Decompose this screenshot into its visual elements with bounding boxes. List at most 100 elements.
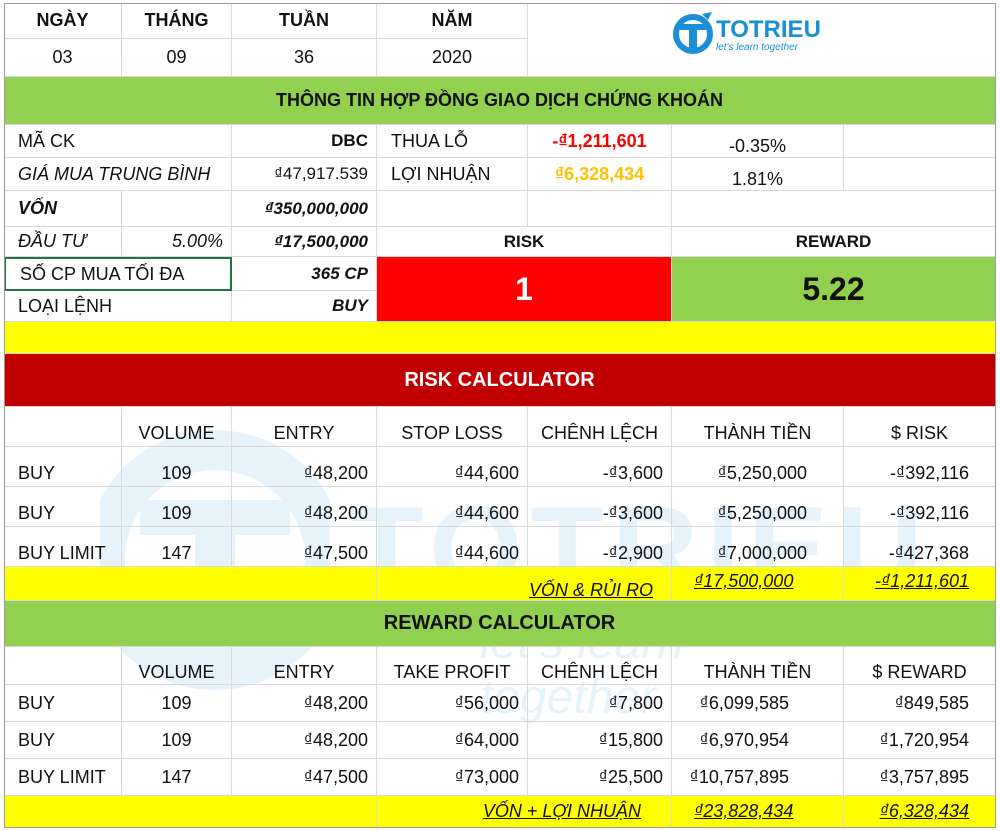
risk-row-entry[interactable]: ₫48,200 [232,447,377,487]
order-type-value[interactable]: BUY [232,291,377,322]
profit-value: ₫6,328,434 [528,158,672,191]
spreadsheet: NGÀY THÁNG TUẦN NĂM 03 09 36 2020 THÔNG … [4,3,996,828]
reward-total-reward: ₫6,328,434 [844,796,996,828]
risk-header-stop-loss: STOP LOSS [377,407,528,447]
profit-percent: 1.81% [672,158,844,191]
risk-row-stop-loss[interactable]: ₫44,600 [377,527,528,567]
reward-row-type: BUY [4,685,122,722]
reward-row-volume[interactable]: 147 [122,759,232,796]
risk-total-risk: -₫1,211,601 [844,567,996,601]
risk-row-risk: -₫392,116 [844,487,996,527]
risk-row-type: BUY LIMIT [4,527,122,567]
reward-label: REWARD [672,227,996,257]
reward-row-volume[interactable]: 109 [122,685,232,722]
reward-total-label: VỐN + LỢI NHUẬN [377,796,672,828]
day-value[interactable]: 03 [4,39,122,77]
yellow-spacer [4,322,996,354]
risk-total-label: VỐN & RỦI RO [377,567,672,601]
reward-row-take-profit[interactable]: ₫56,000 [377,685,528,722]
risk-header-volume: VOLUME [122,407,232,447]
reward-value: 5.22 [672,257,996,322]
capital-label: VỐN [4,191,122,227]
risk-row-entry[interactable]: ₫48,200 [232,487,377,527]
risk-row-amount: ₫7,000,000 [672,527,844,567]
empty-cell [377,191,528,227]
reward-row-entry[interactable]: ₫48,200 [232,685,377,722]
risk-row-type: BUY [4,487,122,527]
invest-value: ₫17,500,000 [232,227,377,257]
reward-row-reward: ₫849,585 [844,685,996,722]
brand-logo: TOTRIEU let's learn together [672,8,822,58]
empty-cell [122,191,232,227]
empty-cell [528,191,672,227]
week-value[interactable]: 36 [232,39,377,77]
reward-row-take-profit[interactable]: ₫73,000 [377,759,528,796]
risk-row-diff: -₫2,900 [528,527,672,567]
capital-value[interactable]: ₫350,000,000 [232,191,377,227]
logo-brand-name: TOTRIEU [716,16,821,43]
reward-header-volume: VOLUME [122,647,232,685]
reward-header-diff: CHÊNH LỆCH [528,647,672,685]
contract-title: THÔNG TIN HỢP ĐỒNG GIAO DỊCH CHỨNG KHOÁN [4,77,996,125]
empty-cell [4,647,122,685]
risk-label: RISK [377,227,672,257]
loss-value: -₫1,211,601 [528,125,672,158]
risk-row-amount: ₫5,250,000 [672,447,844,487]
reward-header-amount: THÀNH TIỀN [672,647,844,685]
empty-cell [4,407,122,447]
reward-total-spacer [4,796,377,828]
risk-row-risk: -₫392,116 [844,447,996,487]
risk-row-diff: -₫3,600 [528,447,672,487]
reward-row-reward: ₫3,757,895 [844,759,996,796]
reward-row-reward: ₫1,720,954 [844,722,996,759]
loss-label: THUA LỖ [377,125,528,158]
reward-row-amount: ₫6,099,585 [672,685,844,722]
reward-calculator-title: REWARD CALCULATOR [4,601,996,647]
risk-header-amount: THÀNH TIỀN [672,407,844,447]
stock-code-value[interactable]: DBC [232,125,377,158]
loss-percent: -0.35% [672,125,844,158]
order-type-label: LOẠI LỆNH [4,291,232,322]
risk-header-risk: $ RISK [844,407,996,447]
week-label: TUẦN [232,3,377,39]
risk-row-amount: ₫5,250,000 [672,487,844,527]
empty-cell [844,158,996,191]
risk-header-diff: CHÊNH LỆCH [528,407,672,447]
risk-calculator-title: RISK CALCULATOR [4,354,996,407]
risk-row-volume[interactable]: 147 [122,527,232,567]
empty-cell [844,125,996,158]
reward-row-take-profit[interactable]: ₫64,000 [377,722,528,759]
reward-total-amount: ₫23,828,434 [672,796,844,828]
year-value[interactable]: 2020 [377,39,528,77]
risk-row-risk: -₫427,368 [844,527,996,567]
reward-header-entry: ENTRY [232,647,377,685]
invest-percent[interactable]: 5.00% [122,227,232,257]
risk-row-volume[interactable]: 109 [122,487,232,527]
risk-row-entry[interactable]: ₫47,500 [232,527,377,567]
reward-header-take-profit: TAKE PROFIT [377,647,528,685]
invest-label: ĐẦU TƯ [4,227,122,257]
reward-row-entry[interactable]: ₫48,200 [232,722,377,759]
reward-row-amount: ₫6,970,954 [672,722,844,759]
risk-row-stop-loss[interactable]: ₫44,600 [377,487,528,527]
reward-row-amount: ₫10,757,895 [672,759,844,796]
risk-header-entry: ENTRY [232,407,377,447]
reward-row-diff: ₫15,800 [528,722,672,759]
max-shares-value: 365 CP [232,257,377,291]
risk-row-stop-loss[interactable]: ₫44,600 [377,447,528,487]
profit-label: LỢI NHUẬN [377,158,528,191]
risk-row-diff: -₫3,600 [528,487,672,527]
logo-t-icon [673,12,713,54]
reward-row-volume[interactable]: 109 [122,722,232,759]
month-value[interactable]: 09 [122,39,232,77]
avg-price-label: GIÁ MUA TRUNG BÌNH [4,158,232,191]
risk-row-type: BUY [4,447,122,487]
reward-row-diff: ₫7,800 [528,685,672,722]
max-shares-label[interactable]: SỐ CP MUA TỐI ĐA [4,257,232,291]
risk-value: 1 [377,257,672,322]
reward-row-entry[interactable]: ₫47,500 [232,759,377,796]
reward-row-type: BUY LIMIT [4,759,122,796]
empty-cell [672,191,996,227]
risk-row-volume[interactable]: 109 [122,447,232,487]
stock-code-label: MÃ CK [4,125,232,158]
